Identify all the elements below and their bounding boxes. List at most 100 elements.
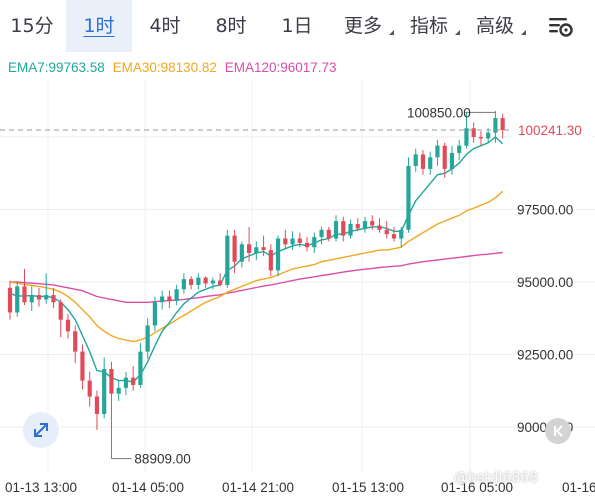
candle [246,226,252,262]
candle-body [29,295,34,303]
candle-body [362,221,368,229]
candle-body [464,128,469,146]
candle-body [87,380,92,397]
tab-3[interactable]: 8时 [198,0,264,52]
chart-settings-icon[interactable] [548,14,574,38]
candle-body [189,279,194,285]
candle [442,142,447,178]
candle-body [239,244,244,262]
candle-body [261,247,266,251]
candle [261,235,266,256]
candle-body [413,154,418,166]
candle-body [312,237,317,248]
candle [15,282,20,317]
candle-body [218,280,223,285]
candle [145,318,150,359]
candle-body [283,238,288,245]
candle-body [268,250,273,271]
candle [370,215,375,230]
candle [189,276,194,290]
candle [333,215,339,242]
candle [478,131,484,146]
candle-body [500,118,505,131]
candle [457,139,462,161]
candles [7,110,505,459]
candle-body [449,152,455,169]
candle-body [145,325,150,352]
candle-body [377,225,382,230]
candle-body [160,296,165,303]
tab-label: 8时 [215,15,247,37]
candle-body [80,351,85,381]
tab-label: 更多 [343,15,382,37]
scroll-to-latest-icon [554,425,563,437]
candle [116,380,121,401]
candle [283,229,288,249]
ema120-line [10,251,503,304]
candle-body [65,319,71,332]
candle [87,371,92,407]
tab-2[interactable]: 4时 [132,0,198,52]
tab-5[interactable]: 更多 [330,0,396,52]
y-tick-label: 97500.00 [517,203,573,218]
x-tick-label: 01-15 13:00 [332,480,404,495]
candle-body [109,369,114,394]
candle-body [435,145,440,158]
candle-body [333,221,339,239]
candle-body [196,277,201,285]
candle-body [399,229,404,239]
candle [355,218,360,232]
tab-6[interactable]: 指标 [396,0,462,52]
x-tick-label: 01-14 05:00 [112,480,184,495]
candle-body [51,295,56,303]
ema30-label: EMA30:98130.82 [112,60,217,75]
x-tick-label: 01-14 21:00 [222,480,294,495]
candle [109,361,114,459]
candlestick-chart[interactable]: 100241.3097500.0095000.0092500.0090000.0… [0,80,595,500]
candle [131,366,136,391]
candle [254,241,259,261]
candle [65,313,71,339]
candle-body [225,235,230,285]
candle-body [152,302,157,326]
candle [348,219,353,239]
candle [268,244,273,277]
tab-7[interactable]: 高级 [462,0,528,52]
tab-label: 1日 [281,15,313,37]
x-tick-label: 01-13 13:00 [5,480,77,495]
candle-body [478,137,484,139]
tab-1[interactable]: 1时 [66,0,132,52]
candle [174,284,179,306]
candle-body [391,234,397,239]
candle [152,296,157,332]
candle-body [174,289,179,301]
candle-body [319,229,324,238]
candle [297,232,302,248]
candle [167,290,172,309]
candle-body [275,238,281,271]
tab-label: 4时 [149,15,181,37]
zoom-button[interactable] [23,412,59,448]
candle [51,287,56,309]
tab-4[interactable]: 1日 [264,0,330,52]
candle [58,299,63,338]
candle-body [181,279,186,290]
candle-body [7,287,13,313]
y-tick-label: 92500.00 [517,348,573,363]
candle [29,286,34,311]
tab-0[interactable]: 15分 [0,0,64,52]
candle-body [123,377,129,388]
current-price-label: 100241.30 [518,123,582,138]
x-tick-label: 01-16 05:00 [441,480,513,495]
scroll-to-latest-button[interactable] [545,418,571,444]
candle [500,113,505,139]
candle [181,273,186,294]
candle [218,273,223,287]
candle [232,229,237,274]
candle [94,390,100,430]
interval-toolbar: 15分 1时 4时 8时 1日 更多 指标 高级 [0,0,595,52]
tab-label: 1时 [83,15,115,37]
candle [44,273,49,304]
y-tick-label: 95000.00 [517,275,573,290]
